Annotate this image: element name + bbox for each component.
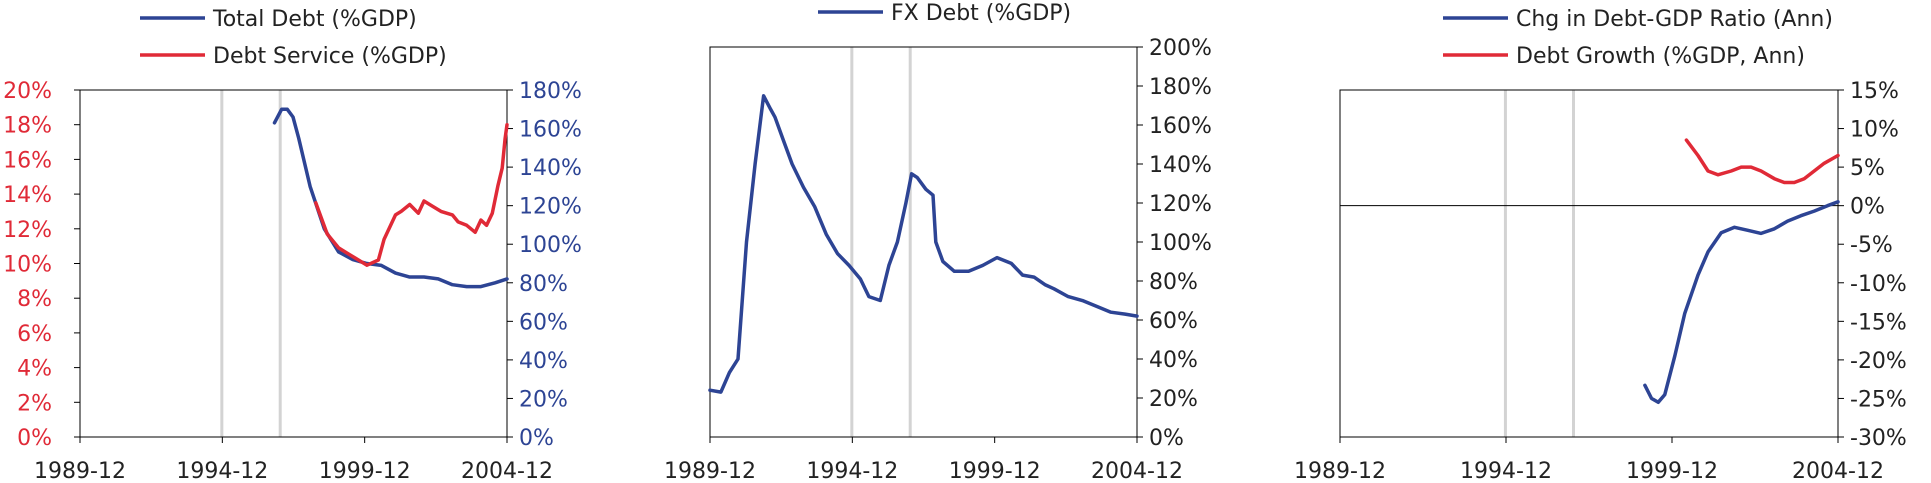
- y-tick-label-right: 15%: [1850, 79, 1899, 104]
- y-tick-label-right: 100%: [519, 233, 582, 258]
- y-tick-label-right: -10%: [1850, 272, 1907, 297]
- x-tick-label: 1999-12: [319, 459, 411, 483]
- x-tick-label: 1994-12: [806, 459, 898, 483]
- y-tick-label-right: 200%: [1149, 36, 1212, 61]
- y-tick-label-right: 80%: [519, 272, 568, 297]
- x-tick-label: 1994-12: [176, 459, 268, 483]
- legend-label: Chg in Debt-GDP Ratio (Ann): [1516, 7, 1833, 32]
- y-tick-label-right: -25%: [1850, 387, 1907, 412]
- plot-frame: [709, 46, 1138, 438]
- y-tick-label-right: 40%: [519, 349, 568, 374]
- y-tick-label-right: 0%: [1850, 195, 1885, 220]
- y-tick-label-left: 6%: [17, 322, 52, 347]
- y-tick-label-right: 0%: [519, 426, 554, 451]
- y-tick-label-right: 40%: [1149, 348, 1198, 373]
- series-line-red: [1684, 138, 1840, 185]
- y-tick-label-right: 120%: [1149, 192, 1212, 217]
- y-tick-label-right: 60%: [1149, 309, 1198, 334]
- y-tick-label-left: 8%: [17, 287, 52, 312]
- y-tick-label-left: 10%: [3, 253, 52, 278]
- legend-label: FX Debt (%GDP): [891, 1, 1071, 26]
- series-line-red: [314, 122, 509, 267]
- series-line-blue: [272, 107, 509, 289]
- y-tick-label-right: 120%: [519, 195, 582, 220]
- x-tick-label: 1994-12: [1460, 459, 1552, 483]
- x-tick-label: 2004-12: [1792, 459, 1884, 483]
- x-tick-label: 1989-12: [1294, 459, 1386, 483]
- x-tick-label: 2004-12: [461, 459, 553, 483]
- series-line-blue: [1643, 200, 1840, 405]
- y-tick-label-right: 140%: [519, 156, 582, 181]
- y-tick-label-right: -15%: [1850, 310, 1907, 335]
- legend-label: Debt Service (%GDP): [213, 44, 447, 69]
- plot-frame: [1339, 89, 1839, 438]
- y-tick-label-left: 16%: [3, 148, 52, 173]
- x-tick-label: 1999-12: [1626, 459, 1718, 483]
- y-tick-label-left: 2%: [17, 391, 52, 416]
- y-tick-label-right: 160%: [1149, 114, 1212, 139]
- y-tick-label-right: -5%: [1850, 233, 1893, 258]
- y-tick-label-right: -30%: [1850, 426, 1907, 451]
- y-tick-label-right: 0%: [1149, 426, 1184, 451]
- x-tick-label: 2004-12: [1091, 459, 1183, 483]
- y-tick-label-right: 60%: [519, 310, 568, 335]
- legend-label: Debt Growth (%GDP, Ann): [1516, 44, 1805, 69]
- x-tick-label: 1999-12: [949, 459, 1041, 483]
- y-tick-label-right: 80%: [1149, 270, 1198, 295]
- y-tick-label-left: 14%: [3, 183, 52, 208]
- y-tick-label-right: 10%: [1850, 118, 1899, 143]
- y-tick-label-right: 180%: [1149, 75, 1212, 100]
- legend-label: Total Debt (%GDP): [212, 7, 417, 32]
- y-tick-label-right: 180%: [519, 79, 582, 104]
- series-line-blue: [708, 94, 1139, 394]
- y-tick-label-right: 5%: [1850, 156, 1885, 181]
- y-tick-label-right: 140%: [1149, 153, 1212, 178]
- y-tick-label-left: 18%: [3, 114, 52, 139]
- y-tick-label-left: 12%: [3, 218, 52, 243]
- plot-frame: [79, 89, 508, 438]
- x-tick-label: 1989-12: [664, 459, 756, 483]
- y-tick-label-right: 20%: [1149, 387, 1198, 412]
- y-tick-label-right: -20%: [1850, 349, 1907, 374]
- y-tick-label-left: 0%: [17, 426, 52, 451]
- y-tick-label-right: 100%: [1149, 231, 1212, 256]
- y-tick-label-left: 20%: [3, 79, 52, 104]
- y-tick-label-left: 4%: [17, 357, 52, 382]
- x-tick-label: 1989-12: [34, 459, 126, 483]
- y-tick-label-right: 160%: [519, 118, 582, 143]
- y-tick-label-right: 20%: [519, 387, 568, 412]
